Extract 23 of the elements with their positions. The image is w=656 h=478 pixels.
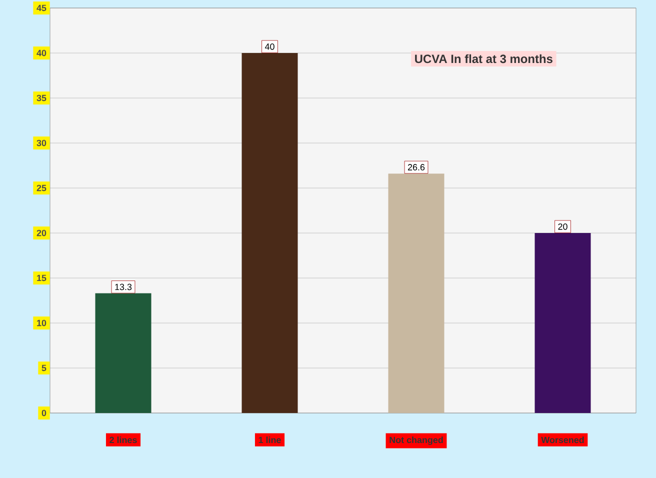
x-tick-label: 2 lines	[110, 436, 137, 444]
y-tick-label: 45	[36, 4, 46, 12]
bar	[388, 174, 444, 413]
x-tick-label: Worsened	[541, 436, 584, 444]
bar	[242, 53, 298, 413]
data-label: 20	[558, 223, 568, 230]
bar	[95, 293, 152, 413]
data-label: 13.3	[115, 284, 132, 290]
x-tick-label: 1 line	[258, 436, 281, 444]
y-tick-label: 10	[37, 320, 46, 326]
y-tick-label: 15	[37, 274, 46, 282]
y-tick-label: 0	[42, 410, 46, 416]
y-tick-label: 30	[36, 140, 46, 146]
y-tick-label: 5	[42, 364, 46, 372]
y-tick-label: 20	[36, 230, 46, 236]
text: UCVA In flat at 3 months	[415, 54, 552, 64]
data-label: 40	[264, 43, 274, 50]
y-tick-label: 40	[36, 50, 46, 56]
y-tick-label: 25	[36, 184, 46, 192]
y-tick-label: 35	[36, 94, 46, 102]
bar	[534, 233, 591, 413]
data-label: 26.6	[408, 164, 425, 170]
x-tick-label: Not changed	[390, 436, 443, 445]
